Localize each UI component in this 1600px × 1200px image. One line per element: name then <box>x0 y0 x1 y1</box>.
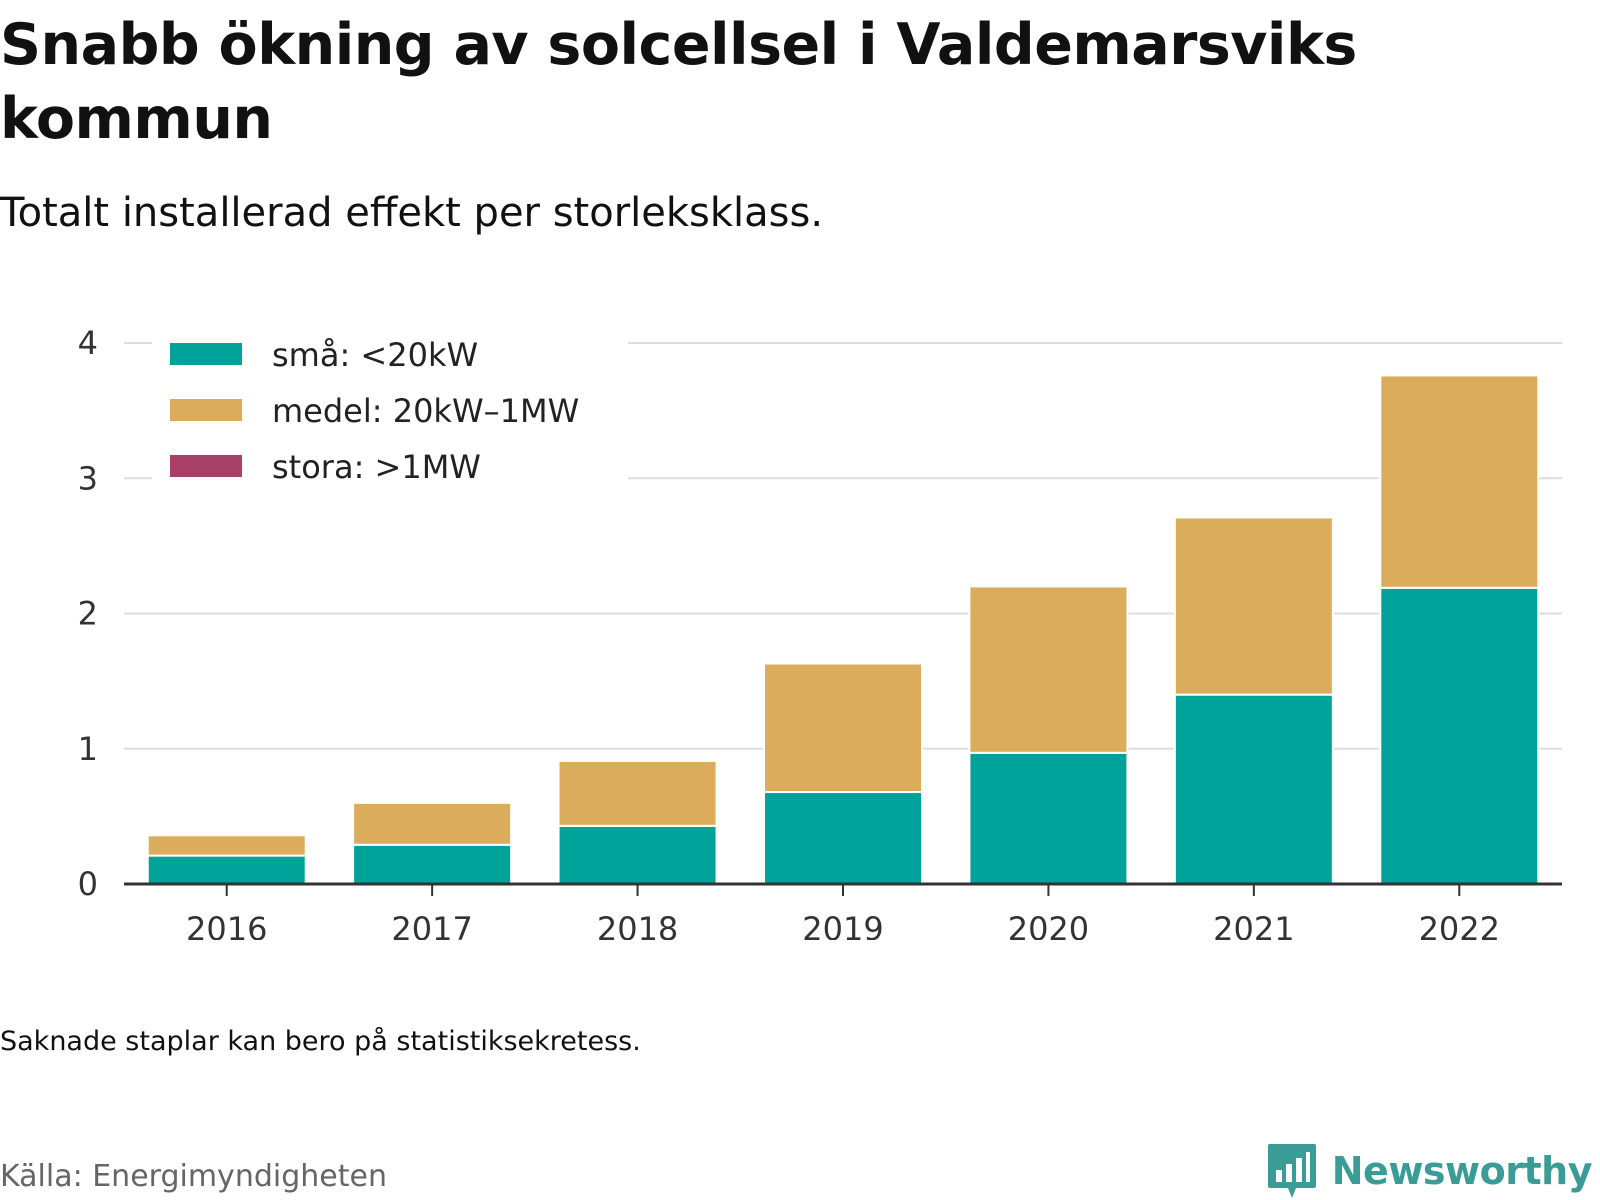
x-tick-label: 2020 <box>1008 910 1089 940</box>
axes: 0 1 2 3 4 2016 2017 2018 2019 2020 2021 2022 <box>78 324 1562 940</box>
footnote: Saknade staplar kan bero på statistiksek… <box>0 1026 641 1057</box>
legend: små: <20kW medel: 20kW–1MW stora: >1MW <box>152 332 628 494</box>
bar-2022-series-1 <box>1379 374 1540 589</box>
bar-2017-series-0 <box>352 843 513 886</box>
bars <box>146 374 1540 886</box>
x-tick-label: 2022 <box>1419 910 1500 940</box>
x-tick-label: 2019 <box>802 910 883 940</box>
x-tick-label: 2021 <box>1213 910 1294 940</box>
bar-2019-series-0 <box>763 791 923 885</box>
bar-2017-series-1 <box>352 801 513 846</box>
bar-2018-series-0 <box>557 824 718 886</box>
y-tick-label: 1 <box>78 730 98 768</box>
y-tick-label: 2 <box>78 595 98 633</box>
chart-title: Snabb ökning av solcellsel i Valdemarsvi… <box>0 12 1357 152</box>
bar-chart-bubble-icon <box>1267 1144 1316 1198</box>
legend-label: medel: 20kW–1MW <box>272 392 579 430</box>
newsworthy-logo: Newsworthy <box>1266 1143 1593 1199</box>
stacked-bar-chart: 0 1 2 3 4 2016 2017 2018 2019 2020 2021 2022 små: <… <box>78 324 1562 940</box>
x-tick-label: 2017 <box>391 910 472 940</box>
y-tick-label: 0 <box>78 865 98 903</box>
brand-name: Newsworthy <box>1331 1149 1593 1193</box>
chart-subtitle: Totalt installerad effekt per storlekskl… <box>0 190 824 236</box>
y-tick-label: 3 <box>78 459 98 497</box>
source-text: Källa: Energimyndigheten <box>0 1159 387 1194</box>
y-tick-label: 4 <box>78 324 98 362</box>
bar-2020-series-0 <box>968 751 1129 885</box>
bar-2021-series-1 <box>1173 516 1334 696</box>
x-tick-label: 2018 <box>597 910 678 940</box>
legend-swatch <box>170 455 242 477</box>
legend-label: små: <20kW <box>272 336 478 374</box>
bar-2022-series-0 <box>1379 586 1540 885</box>
legend-swatch <box>170 343 242 365</box>
bar-2020-series-1 <box>968 585 1129 754</box>
bar-2021-series-0 <box>1173 693 1334 885</box>
bar-2016-series-0 <box>146 854 307 885</box>
bar-2018-series-1 <box>557 759 718 827</box>
legend-label: stora: >1MW <box>272 448 481 486</box>
legend-swatch <box>170 399 242 421</box>
bar-2019-series-1 <box>763 662 923 794</box>
bar-2016-series-1 <box>146 834 307 857</box>
x-tick-label: 2016 <box>186 910 267 940</box>
